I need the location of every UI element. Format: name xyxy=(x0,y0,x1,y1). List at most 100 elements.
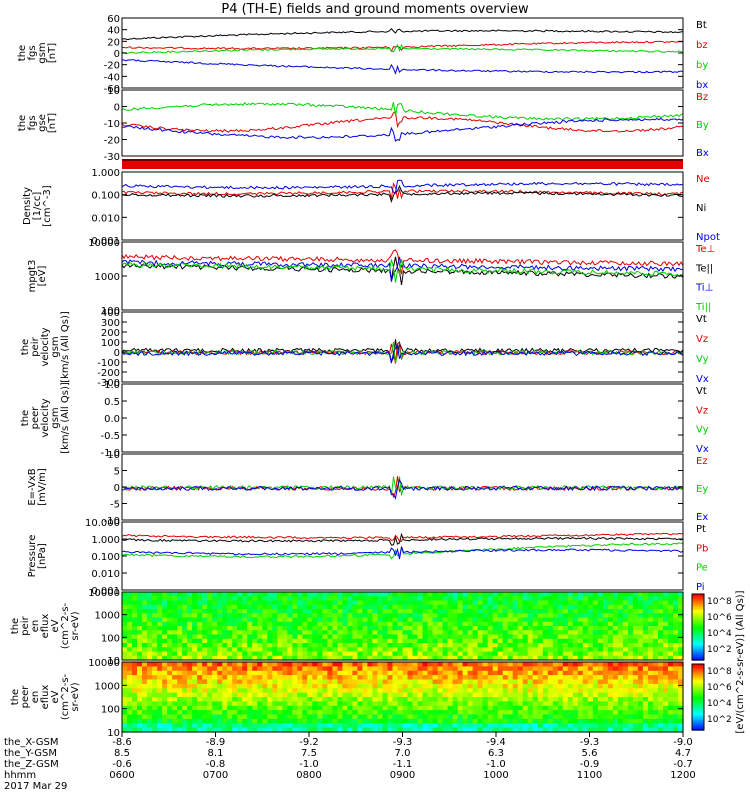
heatmap-cell xyxy=(617,604,624,610)
heatmap-cell xyxy=(322,651,328,657)
heatmap-cell xyxy=(197,634,203,640)
heatmap-cell xyxy=(637,710,644,716)
heatmap-cell xyxy=(678,604,684,610)
heatmap-cell xyxy=(242,723,248,729)
heatmap-cell xyxy=(272,592,278,597)
heatmap-cell xyxy=(187,609,193,614)
heatmap-cell xyxy=(627,638,634,644)
heatmap-cell xyxy=(587,666,594,672)
heatmap-cell xyxy=(302,630,308,636)
heatmap-cell xyxy=(622,662,629,667)
heatmap-cell xyxy=(607,604,614,610)
y-tick-label: 100 xyxy=(101,306,120,317)
heatmap-cell xyxy=(167,592,173,597)
heatmap-cell xyxy=(482,679,489,685)
heatmap-cell xyxy=(447,638,454,644)
heatmap-cell xyxy=(607,723,614,729)
heatmap-cell xyxy=(342,630,348,636)
heatmap-cell xyxy=(172,675,178,681)
heatmap-cell xyxy=(307,609,313,614)
heatmap-cell xyxy=(658,609,664,614)
heatmap-cell xyxy=(422,683,429,689)
heatmap-cell xyxy=(307,666,313,672)
heatmap-cell xyxy=(172,621,178,627)
heatmap-cell xyxy=(232,655,238,661)
heatmap-cell xyxy=(292,666,298,672)
heatmap-cell xyxy=(162,643,168,648)
heatmap-cell xyxy=(452,621,459,627)
heatmap-cell xyxy=(622,683,629,689)
heatmap-cell xyxy=(432,688,439,694)
heatmap-cell xyxy=(427,647,434,653)
heatmap-cell xyxy=(132,692,138,698)
heatmap-cell xyxy=(452,600,459,606)
heatmap-cell xyxy=(302,727,308,733)
heatmap-cell xyxy=(632,647,639,653)
heatmap-cell xyxy=(422,617,429,623)
heatmap-cell xyxy=(663,675,669,681)
heatmap-cell xyxy=(557,630,564,636)
heatmap-cell xyxy=(242,692,248,698)
heatmap-cell xyxy=(427,643,434,648)
heatmap-cell xyxy=(152,617,158,623)
heatmap-cell xyxy=(297,688,303,694)
heatmap-cell xyxy=(512,679,519,685)
heatmap-cell xyxy=(422,714,429,720)
heatmap-cell xyxy=(137,723,143,729)
heatmap-cell xyxy=(172,651,178,657)
heatmap-cell xyxy=(252,718,258,724)
heatmap-cell xyxy=(658,647,664,653)
heatmap-cell xyxy=(172,683,178,689)
heatmap-cell xyxy=(477,705,484,711)
heatmap-cell xyxy=(257,621,263,627)
heatmap-cell xyxy=(432,662,439,667)
heatmap-cell xyxy=(402,630,409,636)
heatmap-cell xyxy=(527,600,534,606)
heatmap-cell xyxy=(587,683,594,689)
heatmap-cell xyxy=(332,710,338,716)
heatmap-cell xyxy=(437,679,444,685)
heatmap-cell xyxy=(537,634,544,640)
colorbar-cell xyxy=(692,646,704,650)
heatmap-cell xyxy=(562,666,569,672)
x-tick-zgsm: -1.0 xyxy=(486,759,506,770)
heatmap-cell xyxy=(327,643,333,648)
heatmap-cell xyxy=(287,679,293,685)
heatmap-cell xyxy=(452,662,459,667)
heatmap-cell xyxy=(217,651,223,657)
heatmap-cell xyxy=(377,592,384,597)
heatmap-cell xyxy=(137,683,143,689)
heatmap-cell xyxy=(212,697,218,702)
heatmap-cell xyxy=(197,600,203,606)
heatmap-cell xyxy=(157,692,163,698)
heatmap-cell xyxy=(522,692,529,698)
heatmap-cell xyxy=(462,630,469,636)
heatmap-cell xyxy=(137,710,143,716)
heatmap-cell xyxy=(442,609,449,614)
heatmap-cell xyxy=(242,670,248,676)
heatmap-cell xyxy=(642,727,649,733)
y-axis-label: [eV] xyxy=(37,266,48,287)
heatmap-cell xyxy=(377,705,384,711)
heatmap-cell xyxy=(152,613,158,619)
heatmap-cell xyxy=(462,710,469,716)
heatmap-cell xyxy=(663,655,669,661)
heatmap-cell xyxy=(367,705,373,711)
heatmap-cell xyxy=(482,675,489,681)
heatmap-cell xyxy=(287,710,293,716)
heatmap-cell xyxy=(642,592,649,597)
heatmap-cell xyxy=(632,683,639,689)
heatmap-cell xyxy=(557,710,564,716)
heatmap-cell xyxy=(342,670,348,676)
heatmap-cell xyxy=(437,634,444,640)
heatmap-cell xyxy=(327,613,333,619)
legend-peer-velocity-2: Vy xyxy=(696,425,709,436)
heatmap-cell xyxy=(652,675,659,681)
heatmap-cell xyxy=(322,596,328,602)
heatmap-cell xyxy=(382,701,389,707)
heatmap-cell xyxy=(367,604,373,610)
heatmap-cell xyxy=(652,651,659,657)
heatmap-cell xyxy=(257,727,263,733)
heatmap-cell xyxy=(592,621,599,627)
